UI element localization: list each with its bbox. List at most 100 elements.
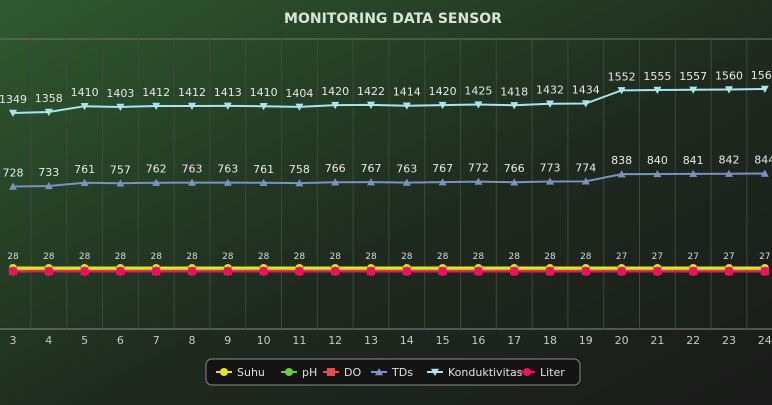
legend: Suhu pH DO TDs Konduktivitas Liter — [205, 358, 581, 386]
data-point — [8, 267, 18, 276]
data-label: 28 — [365, 252, 377, 262]
data-point — [545, 267, 555, 276]
data-label: 28 — [150, 252, 162, 262]
legend-item-tds[interactable]: TDs — [371, 366, 413, 379]
legend-item-liter[interactable]: Liter — [519, 366, 565, 379]
data-label: 763 — [396, 163, 417, 176]
data-point — [473, 267, 483, 276]
data-label: 1420 — [321, 85, 349, 98]
x-axis: 3 4 5 6 7 8 9 10 11 12 13 14 15 16 17 18 19 20 21 22 23 24 — [10, 334, 772, 347]
data-label: 1425 — [464, 85, 492, 98]
data-label: 1412 — [178, 86, 206, 99]
data-point — [44, 108, 53, 116]
data-point — [331, 178, 340, 186]
x-tick-label: 14 — [400, 334, 414, 347]
data-point — [295, 179, 304, 187]
x-tick-label: 3 — [10, 334, 17, 347]
legend-item-konduktivitas[interactable]: Konduktivitas — [427, 366, 523, 379]
data-point — [80, 178, 89, 187]
data-label: 1404 — [285, 87, 313, 100]
data-point — [223, 267, 233, 276]
legend-label: Konduktivitas — [448, 366, 523, 379]
data-label: 28 — [258, 252, 270, 262]
data-label: 28 — [115, 252, 127, 262]
legend-item-ph[interactable]: pH — [281, 366, 317, 379]
data-point — [725, 86, 733, 94]
data-point — [760, 169, 769, 177]
data-label: 27 — [652, 252, 663, 262]
data-label: 1432 — [536, 84, 564, 97]
data-label: 757 — [110, 163, 131, 176]
data-point — [546, 177, 554, 185]
x-tick-label: 4 — [45, 334, 52, 347]
series-konduktivitas: 1349 1358 1410 1403 1412 1412 1413 1410 1404 1420… — [0, 69, 772, 117]
data-point — [259, 102, 268, 111]
x-tick-label: 12 — [328, 334, 342, 347]
data-label: 840 — [647, 154, 668, 167]
data-point — [402, 267, 412, 276]
x-tick-label: 13 — [364, 334, 378, 347]
data-label: 1410 — [250, 86, 278, 99]
data-point — [617, 170, 626, 178]
data-point — [9, 182, 17, 190]
data-point — [724, 267, 734, 276]
x-tick-label: 22 — [686, 334, 700, 347]
data-point — [367, 101, 375, 109]
data-point — [220, 368, 228, 376]
data-point — [510, 178, 519, 186]
data-point — [760, 85, 769, 93]
data-point — [546, 100, 554, 108]
data-label: 844 — [754, 154, 772, 167]
data-point — [115, 267, 125, 276]
series-liter — [8, 267, 770, 276]
data-point — [367, 178, 375, 186]
data-label: 762 — [146, 163, 167, 176]
data-label: 758 — [289, 163, 310, 176]
data-label: 1418 — [500, 85, 528, 98]
data-point — [474, 101, 483, 109]
data-label: 773 — [540, 161, 561, 174]
legend-item-suhu[interactable]: Suhu — [216, 366, 265, 379]
grid — [0, 38, 772, 330]
data-label: 1420 — [429, 85, 457, 98]
data-label: 1422 — [357, 85, 385, 98]
data-point — [151, 267, 161, 276]
x-tick-label: 6 — [117, 334, 124, 347]
data-point — [285, 368, 293, 376]
data-point — [116, 103, 125, 111]
data-point — [375, 368, 383, 376]
data-label: 28 — [544, 252, 556, 262]
data-point — [259, 178, 268, 187]
data-point — [689, 169, 698, 178]
series-line — [12, 88, 765, 114]
legend-item-do[interactable]: DO — [323, 366, 361, 379]
data-label: 28 — [186, 252, 198, 262]
low-series-labels: 28 28 28 28 28 28 28 28 28 28 28 28 28 28 28 28 28 27 27 27… — [7, 252, 770, 262]
data-label: 1555 — [643, 70, 671, 83]
data-label: 1434 — [572, 84, 600, 97]
x-tick-label: 9 — [224, 334, 231, 347]
data-point — [431, 368, 439, 376]
data-point — [438, 267, 448, 276]
data-point — [188, 178, 196, 186]
data-point — [152, 178, 161, 186]
data-point — [523, 368, 531, 376]
data-label: 841 — [683, 154, 704, 167]
series-tds: 728 733 761 757 762 763 763 761 758 766 767 763 767 7… — [3, 154, 772, 190]
data-point — [9, 109, 17, 117]
data-label: 761 — [253, 163, 274, 176]
data-point — [366, 267, 376, 276]
data-label: 28 — [79, 252, 91, 262]
legend-label: Suhu — [237, 366, 265, 379]
series-line — [12, 172, 765, 188]
data-point — [80, 267, 90, 276]
data-label: 1412 — [142, 86, 170, 99]
data-point — [581, 267, 591, 276]
data-label: 733 — [38, 166, 59, 179]
series-layer: 1349 1358 1410 1403 1412 1412 1413 1410 1404 1420… — [0, 69, 772, 276]
x-tick-label: 21 — [650, 334, 664, 347]
data-label: 28 — [437, 252, 449, 262]
data-label: 1557 — [679, 70, 707, 83]
